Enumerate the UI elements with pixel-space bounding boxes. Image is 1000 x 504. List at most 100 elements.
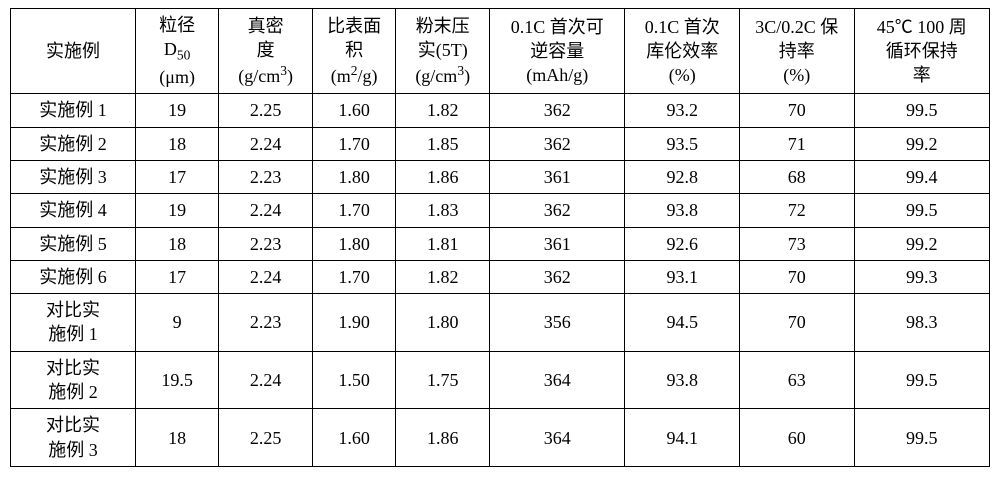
table-cell: 94.5 bbox=[625, 294, 740, 352]
col-header-true-density: 真密 度 (g/cm3) bbox=[219, 9, 313, 94]
header-text: 0.1C 首次 bbox=[645, 17, 720, 37]
row-label: 实施例 3 bbox=[11, 161, 136, 194]
table-cell: 71 bbox=[740, 127, 855, 160]
table-cell: 99.5 bbox=[854, 194, 989, 227]
table-cell: 19.5 bbox=[135, 351, 218, 409]
table-cell: 70 bbox=[740, 260, 855, 293]
header-unit: (g/cm bbox=[415, 66, 457, 86]
table-cell: 1.80 bbox=[313, 227, 396, 260]
table-cell: 362 bbox=[490, 127, 625, 160]
header-text: 粒径 bbox=[159, 15, 195, 35]
header-text: 循环保持 bbox=[886, 41, 958, 61]
table-cell: 1.75 bbox=[396, 351, 490, 409]
table-cell: 18 bbox=[135, 127, 218, 160]
table-cell: 73 bbox=[740, 227, 855, 260]
table-cell: 70 bbox=[740, 94, 855, 127]
header-subscript: 50 bbox=[177, 48, 191, 63]
header-text: 比表面 bbox=[327, 16, 381, 36]
col-header-coulombic-efficiency: 0.1C 首次 库伦效率 (%) bbox=[625, 9, 740, 94]
header-unit: (%) bbox=[669, 65, 696, 85]
table-cell: 94.1 bbox=[625, 409, 740, 467]
header-text: 实施例 bbox=[46, 41, 100, 61]
header-text: 库伦效率 bbox=[646, 41, 718, 61]
table-row: 实施例 5182.231.801.8136192.67399.2 bbox=[11, 227, 990, 260]
table-header: 实施例 粒径 D50 (μm) 真密 度 (g/cm3) 比表面 积 (m2/g… bbox=[11, 9, 990, 94]
table-cell: 17 bbox=[135, 260, 218, 293]
table-cell: 1.60 bbox=[313, 409, 396, 467]
table-cell: 92.6 bbox=[625, 227, 740, 260]
header-text: 粉末压 bbox=[416, 16, 470, 36]
header-unit: (mAh/g) bbox=[526, 65, 588, 85]
header-unit-close: ) bbox=[372, 66, 378, 86]
header-unit: (%) bbox=[783, 65, 810, 85]
row-label: 对比实施例 2 bbox=[11, 351, 136, 409]
row-label: 实施例 6 bbox=[11, 260, 136, 293]
header-text: 持率 bbox=[779, 41, 815, 61]
row-label: 实施例 1 bbox=[11, 94, 136, 127]
header-text: 真密 bbox=[248, 16, 284, 36]
table-cell: 1.60 bbox=[313, 94, 396, 127]
header-text: 0.1C 首次可 bbox=[511, 17, 604, 37]
table-cell: 1.82 bbox=[396, 94, 490, 127]
table-cell: 98.3 bbox=[854, 294, 989, 352]
table-cell: 63 bbox=[740, 351, 855, 409]
table-cell: 18 bbox=[135, 227, 218, 260]
table-cell: 1.86 bbox=[396, 161, 490, 194]
row-label-line: 对比实 bbox=[46, 358, 100, 378]
table-cell: 92.8 bbox=[625, 161, 740, 194]
table-cell: 1.50 bbox=[313, 351, 396, 409]
table-cell: 2.25 bbox=[219, 94, 313, 127]
table-cell: 361 bbox=[490, 227, 625, 260]
table-cell: 99.4 bbox=[854, 161, 989, 194]
header-unit-close: ) bbox=[287, 66, 293, 86]
table-cell: 2.23 bbox=[219, 161, 313, 194]
table-cell: 2.23 bbox=[219, 227, 313, 260]
header-text: 实(5T) bbox=[418, 40, 468, 60]
header-text: 3C/0.2C 保 bbox=[755, 17, 838, 37]
header-unit-close: ) bbox=[464, 66, 470, 86]
table-cell: 1.85 bbox=[396, 127, 490, 160]
table-cell: 19 bbox=[135, 94, 218, 127]
table-cell: 361 bbox=[490, 161, 625, 194]
table-cell: 2.23 bbox=[219, 294, 313, 352]
table-cell: 356 bbox=[490, 294, 625, 352]
header-text: 逆容量 bbox=[530, 41, 584, 61]
table-cell: 364 bbox=[490, 351, 625, 409]
table-row: 对比实施例 3182.251.601.8636494.16099.5 bbox=[11, 409, 990, 467]
row-label: 对比实施例 1 bbox=[11, 294, 136, 352]
table-row: 实施例 3172.231.801.8636192.86899.4 bbox=[11, 161, 990, 194]
col-header-example: 实施例 bbox=[11, 9, 136, 94]
table-cell: 99.5 bbox=[854, 94, 989, 127]
table-cell: 19 bbox=[135, 194, 218, 227]
table-cell: 93.5 bbox=[625, 127, 740, 160]
table-cell: 362 bbox=[490, 94, 625, 127]
table-cell: 68 bbox=[740, 161, 855, 194]
table-cell: 1.90 bbox=[313, 294, 396, 352]
table-body: 实施例 1192.251.601.8236293.27099.5实施例 2182… bbox=[11, 94, 990, 467]
header-unit-mid: /g bbox=[358, 66, 372, 86]
row-label-line: 施例 3 bbox=[48, 440, 98, 460]
table-row: 实施例 4192.241.701.8336293.87299.5 bbox=[11, 194, 990, 227]
table-cell: 2.24 bbox=[219, 194, 313, 227]
row-label-line: 施例 2 bbox=[48, 382, 98, 402]
table-cell: 1.82 bbox=[396, 260, 490, 293]
table-cell: 70 bbox=[740, 294, 855, 352]
header-unit-close: ) bbox=[189, 67, 195, 87]
table-cell: 1.70 bbox=[313, 260, 396, 293]
header-superscript: 3 bbox=[280, 63, 287, 78]
header-unit: (g/cm bbox=[238, 66, 280, 86]
table-cell: 2.25 bbox=[219, 409, 313, 467]
header-text: 积 bbox=[345, 40, 363, 60]
table-cell: 1.70 bbox=[313, 127, 396, 160]
table-row: 实施例 1192.251.601.8236293.27099.5 bbox=[11, 94, 990, 127]
table-cell: 99.5 bbox=[854, 351, 989, 409]
table-container: 实施例 粒径 D50 (μm) 真密 度 (g/cm3) 比表面 积 (m2/g… bbox=[0, 0, 1000, 504]
header-text: 45℃ 100 周 bbox=[877, 17, 967, 37]
table-cell: 1.80 bbox=[396, 294, 490, 352]
table-cell: 18 bbox=[135, 409, 218, 467]
header-superscript: 2 bbox=[351, 63, 358, 78]
table-cell: 9 bbox=[135, 294, 218, 352]
table-row: 对比实施例 192.231.901.8035694.57098.3 bbox=[11, 294, 990, 352]
header-text: D bbox=[164, 39, 177, 59]
table-cell: 1.81 bbox=[396, 227, 490, 260]
